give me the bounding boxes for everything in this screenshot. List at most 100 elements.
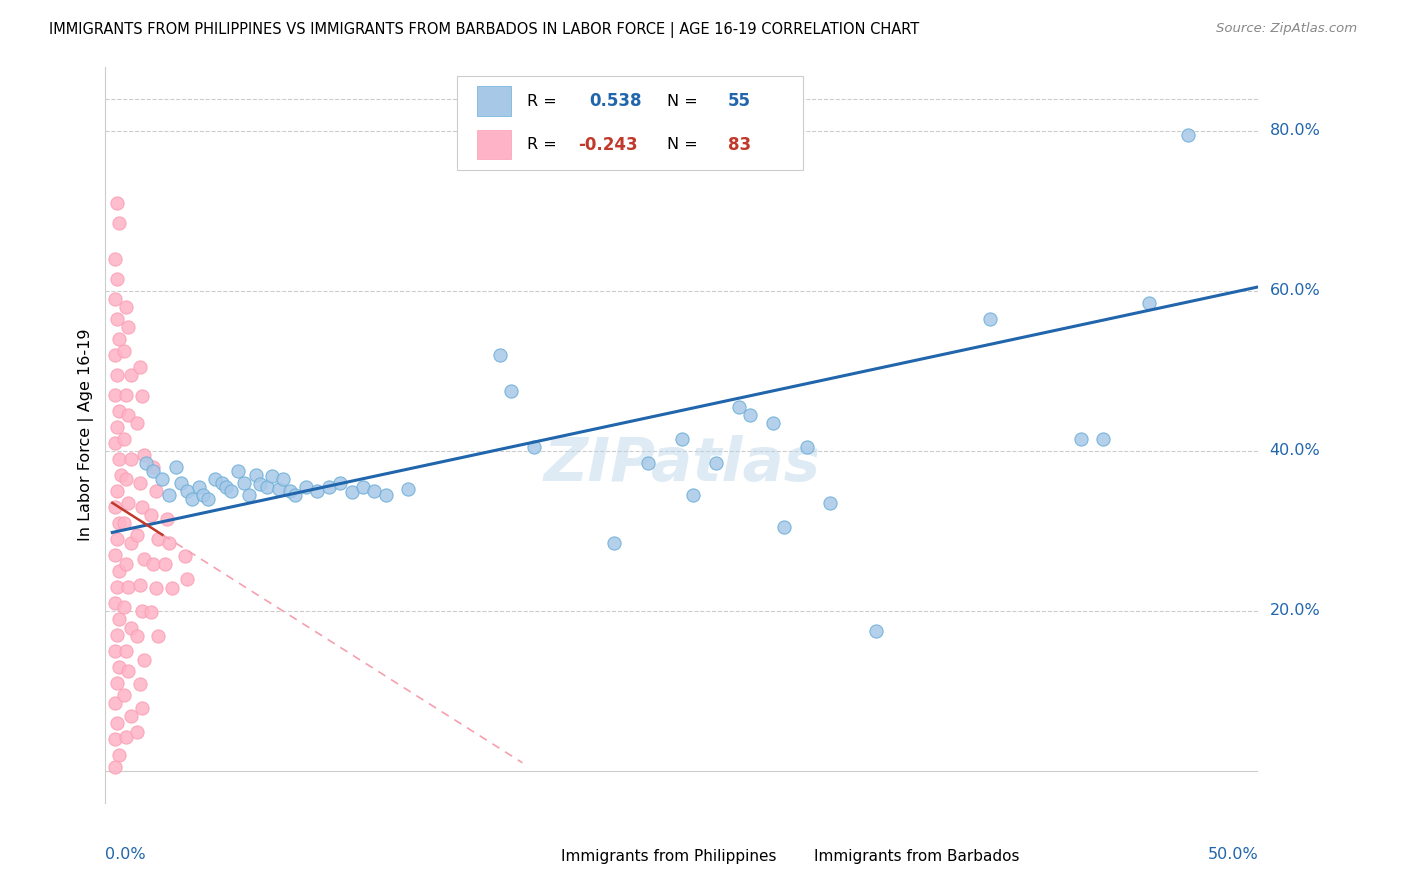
Point — [108, 564, 131, 578]
Point — [105, 420, 128, 434]
Text: 0.0%: 0.0% — [105, 847, 146, 862]
Point — [117, 408, 139, 422]
Point — [103, 292, 125, 306]
Point — [165, 459, 187, 474]
Point — [153, 558, 176, 572]
Point — [146, 532, 169, 546]
Point — [112, 599, 135, 614]
Point — [131, 701, 153, 715]
Point — [115, 730, 138, 744]
Point — [238, 488, 260, 502]
Point — [204, 472, 226, 486]
Point — [284, 488, 307, 502]
Text: R =: R = — [527, 137, 562, 152]
Point — [142, 459, 165, 474]
Point — [131, 500, 153, 514]
FancyBboxPatch shape — [457, 76, 803, 170]
Point — [979, 311, 1001, 326]
Text: 0.538: 0.538 — [589, 92, 643, 110]
Point — [602, 536, 624, 550]
Point — [112, 688, 135, 702]
Point — [120, 368, 142, 382]
Text: 20.0%: 20.0% — [1270, 603, 1320, 618]
Point — [128, 359, 150, 374]
Point — [103, 388, 125, 402]
Text: Immigrants from Philippines: Immigrants from Philippines — [561, 849, 776, 864]
Point — [127, 725, 149, 739]
Point — [103, 696, 125, 710]
Point — [340, 485, 363, 500]
Point — [169, 475, 191, 490]
Bar — [515, 847, 550, 867]
Point — [197, 491, 219, 506]
Point — [128, 677, 150, 691]
Point — [1092, 432, 1115, 446]
Point — [115, 388, 138, 402]
Point — [176, 572, 198, 586]
Point — [115, 558, 138, 572]
Text: 55: 55 — [728, 92, 751, 110]
Point — [318, 480, 340, 494]
Text: 40.0%: 40.0% — [1270, 443, 1320, 458]
Point — [374, 488, 396, 502]
Point — [728, 400, 751, 414]
Point — [174, 549, 197, 564]
Point — [108, 404, 131, 418]
Point — [865, 624, 887, 638]
Point — [112, 516, 135, 530]
Point — [267, 482, 290, 496]
Point — [105, 368, 128, 382]
Point — [108, 332, 131, 346]
Point — [108, 451, 131, 466]
Text: 50.0%: 50.0% — [1208, 847, 1258, 862]
Point — [142, 464, 165, 478]
Point — [108, 612, 131, 626]
Point — [115, 300, 138, 314]
Text: Source: ZipAtlas.com: Source: ZipAtlas.com — [1216, 22, 1357, 36]
Point — [103, 435, 125, 450]
Text: N =: N = — [666, 94, 697, 109]
Point — [740, 408, 762, 422]
Point — [157, 536, 180, 550]
Point — [108, 660, 131, 674]
Point — [103, 252, 125, 266]
Point — [115, 644, 138, 658]
Point — [134, 551, 156, 566]
Point — [103, 596, 125, 610]
Point — [105, 195, 128, 210]
Point — [160, 582, 183, 596]
Point — [245, 467, 267, 482]
Point — [103, 731, 125, 746]
Point — [105, 483, 128, 498]
Point — [488, 348, 510, 362]
Point — [105, 715, 128, 730]
Text: 83: 83 — [728, 136, 751, 153]
Point — [128, 578, 150, 592]
Point — [329, 475, 352, 490]
Point — [131, 389, 153, 403]
Point — [134, 653, 156, 667]
Point — [157, 488, 180, 502]
Point — [796, 440, 818, 454]
Bar — [477, 130, 512, 160]
Point — [762, 416, 785, 430]
Point — [818, 496, 841, 510]
Point — [131, 604, 153, 618]
Point — [1070, 432, 1092, 446]
Point — [278, 483, 301, 498]
Point — [139, 606, 162, 620]
Point — [105, 272, 128, 286]
Point — [1137, 296, 1160, 310]
Point — [120, 709, 142, 723]
Point — [499, 384, 522, 398]
Point — [108, 516, 131, 530]
Point — [117, 496, 139, 510]
Point — [105, 628, 128, 642]
Point — [176, 483, 198, 498]
Point — [271, 472, 294, 486]
Point — [145, 483, 167, 498]
Text: R =: R = — [527, 94, 562, 109]
Point — [127, 629, 149, 643]
Point — [233, 475, 256, 490]
Bar — [477, 87, 512, 116]
